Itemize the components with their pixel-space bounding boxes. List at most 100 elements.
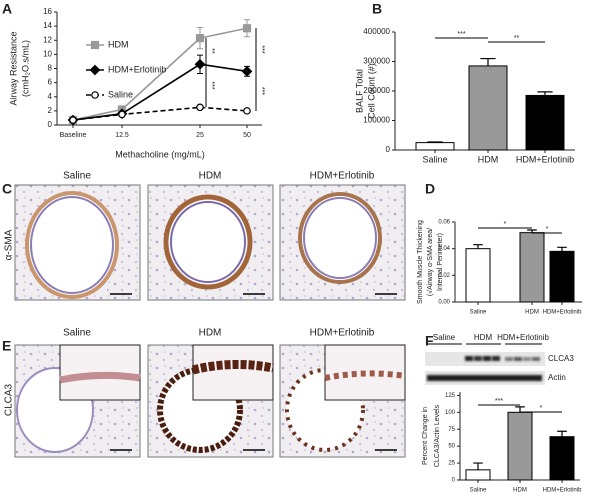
blot-group-label: Saline (433, 333, 456, 342)
y-axis-label: Cell Count (#) (366, 63, 376, 119)
marker (89, 64, 101, 76)
column-label: Saline (63, 328, 91, 339)
y-tick-label: 0.02 (438, 273, 450, 279)
error-bar (473, 462, 483, 470)
legend-label: HDM (108, 39, 129, 49)
column-label: HDM (199, 328, 222, 339)
y-axis-label: CLCA3/Actin Levels (434, 404, 441, 467)
marker (196, 103, 204, 112)
y-tick-label: 100000 (363, 116, 390, 125)
y-tick-label: 50 (448, 444, 455, 450)
y-tick-label: 8 (48, 64, 53, 73)
column-label: Saline (63, 171, 91, 182)
y-tick-label: 125 (445, 393, 456, 399)
column-label: HDM (199, 171, 222, 182)
chart: 0 100000 200000 300000 400000 Saline HDM HDM+Er… (354, 27, 575, 164)
y-tick-label: 14 (43, 21, 52, 30)
y-axis-label: Internal Perimeter) (437, 233, 444, 291)
x-tick-label: Saline (422, 154, 447, 164)
bar (415, 142, 455, 151)
bar (549, 436, 575, 481)
y-tick-label: 0 (48, 120, 53, 129)
x-tick-label: 50 (243, 132, 251, 139)
chart: 0 2 4 6 8 10 12 14 16 Baseline 12.5 25 50 Airway Resi… (8, 7, 265, 159)
x-tick-label: 12.5 (115, 132, 129, 139)
significance-label: *** (495, 398, 503, 405)
y-tick-label: 12 (43, 35, 52, 44)
error-bar (557, 430, 567, 437)
y-tick-label: 300000 (363, 57, 390, 66)
x-tick-label: HDM+Erlotinib (516, 154, 574, 164)
blot-band-label: Actin (548, 373, 566, 382)
y-tick-label: 2 (48, 106, 53, 115)
significance-label: *** (457, 31, 465, 38)
row-label: CLCA3 (4, 383, 15, 416)
chart: 0.00 0.02 0.04 0.06 Saline HDM HDM+Erlotinib Sm… (417, 220, 582, 316)
significance-label: ** (208, 48, 215, 54)
marker (69, 116, 77, 124)
y-tick-label: 0.00 (438, 300, 450, 306)
blot-group-label: HDM+Erlotinib (497, 333, 549, 342)
series-line (72, 106, 248, 121)
y-tick-label: 0 (452, 478, 456, 484)
error-bar (480, 57, 496, 66)
error-bar (557, 246, 567, 252)
y-tick-label: 10 (43, 49, 52, 58)
bar (549, 250, 575, 303)
y-tick-label: 0.06 (438, 220, 450, 226)
marker (91, 91, 99, 99)
x-tick-label: Baseline (60, 132, 87, 139)
bar (525, 94, 565, 151)
y-tick-label: 100 (445, 410, 456, 416)
western-blot (425, 343, 545, 385)
significance-label: * (540, 405, 543, 412)
bar (507, 411, 533, 481)
bar (468, 65, 508, 151)
blot-group-label: HDM (474, 333, 493, 342)
marker (118, 110, 126, 119)
x-tick-label: Saline (470, 488, 487, 494)
y-axis-label: Airway Resistance (8, 31, 18, 105)
marker (195, 34, 205, 43)
y-axis-label: BALF Total (354, 69, 364, 113)
micrographs-sma (14, 184, 406, 301)
panel-label: C (2, 181, 12, 197)
y-tick-label: 16 (43, 7, 52, 16)
x-tick-label: 25 (196, 132, 204, 139)
panel-label: D (425, 181, 435, 197)
x-tick-label: HDM (478, 154, 499, 164)
error-bar (515, 406, 525, 413)
chart: 0 25 50 75 100 125 Saline HDM HDM+Erlotinib Perce… (422, 392, 582, 494)
x-tick-label: HDM (513, 488, 527, 494)
significance-label: *** (208, 81, 215, 89)
significance-label: *** (258, 45, 265, 53)
error-bar (537, 91, 553, 96)
error-bar (473, 244, 483, 249)
y-axis-label: Percent Change in (422, 407, 429, 465)
marker (243, 107, 251, 115)
y-tick-label: 75 (448, 427, 455, 433)
legend-label: Saline (108, 89, 133, 99)
bar (519, 232, 545, 303)
x-tick-label: HDM (525, 310, 539, 316)
micrographs-clca3 (14, 344, 406, 458)
significance-label: * (546, 226, 549, 233)
column-label: HDM+Erlotinib (310, 328, 375, 339)
panel-label: B (372, 1, 382, 17)
y-axis-label: (cmH₂O.s/mL) (20, 40, 30, 97)
y-axis-label: (√Airway α-SMA area/ (426, 228, 434, 296)
significance-label: *** (258, 87, 265, 95)
x-tick-label: HDM+Erlotinib (543, 310, 583, 316)
panel-label: F (425, 333, 434, 349)
significance-label: ** (514, 35, 520, 42)
y-tick-label: 25 (448, 461, 455, 467)
y-tick-label: 4 (48, 92, 53, 101)
panel-label: A (2, 1, 12, 17)
y-tick-label: 0 (386, 145, 391, 154)
y-tick-label: 200000 (363, 86, 390, 95)
significance-label: * (504, 221, 507, 228)
marker (242, 24, 252, 33)
y-axis-label: Smooth Muscle Thickening (417, 220, 424, 304)
marker (241, 65, 253, 77)
column-label: HDM+Erlotinib (310, 171, 375, 182)
